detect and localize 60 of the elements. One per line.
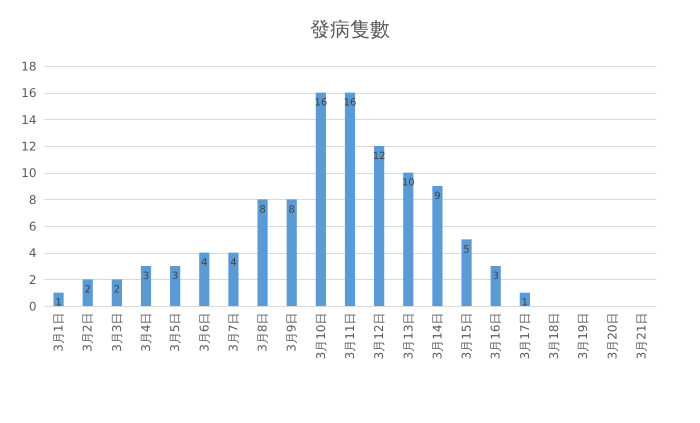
bar <box>344 92 356 306</box>
x-tick-label: 3月19日 <box>576 312 590 360</box>
x-tick-label: 3月4日 <box>139 312 153 352</box>
data-label: 1 <box>522 298 528 309</box>
data-label: 4 <box>230 258 237 269</box>
x-tick-label: 3月10日 <box>314 312 328 360</box>
bar <box>403 172 414 306</box>
data-label: 3 <box>172 271 178 282</box>
bar <box>82 279 93 306</box>
data-label: 2 <box>114 284 120 296</box>
y-tick-label: 0 <box>28 300 36 314</box>
bar <box>257 199 268 306</box>
bar <box>228 252 239 306</box>
data-label: 3 <box>142 271 150 282</box>
bar <box>140 266 152 306</box>
data-label: 8 <box>259 204 266 216</box>
y-tick-label: 16 <box>21 86 36 100</box>
x-tick-label: 3月14日 <box>430 312 444 360</box>
x-tick-label: 3月21日 <box>634 312 648 360</box>
x-tick-label: 3月16日 <box>488 312 503 360</box>
bar <box>286 199 297 306</box>
y-tick-label: 12 <box>21 140 36 154</box>
x-tick-label: 3月9日 <box>284 312 299 352</box>
y-tick-label: 4 <box>28 246 36 260</box>
bar <box>374 146 384 306</box>
bar <box>432 186 443 306</box>
x-tick-label: 3月6日 <box>197 312 212 352</box>
x-tick-label: 3月17日 <box>518 312 532 360</box>
data-label: 5 <box>463 244 470 256</box>
data-label: 2 <box>84 284 91 296</box>
x-tick-label: 3月1日 <box>52 312 66 352</box>
bar <box>112 279 122 306</box>
bar <box>316 92 326 306</box>
data-label: 4 <box>201 258 208 269</box>
x-tick-label: 3月18日 <box>547 312 561 360</box>
y-tick-label: 10 <box>21 166 36 180</box>
bar <box>490 266 501 306</box>
y-tick-label: 6 <box>28 220 36 234</box>
y-tick-label: 14 <box>21 112 36 127</box>
bar <box>170 266 180 306</box>
x-tick-label: 3月2日 <box>80 312 95 352</box>
bar <box>461 239 472 306</box>
bar <box>199 252 210 306</box>
data-label: 8 <box>288 204 295 216</box>
y-tick-label: 2 <box>28 272 36 287</box>
y-tick-label: 8 <box>28 192 36 207</box>
x-tick-label: 3月20日 <box>605 312 620 360</box>
x-tick-label: 3月3日 <box>110 312 124 352</box>
x-tick-label: 3月7日 <box>226 312 240 352</box>
x-tick-label: 3月12日 <box>372 312 386 360</box>
y-tick-label: 18 <box>21 60 36 74</box>
x-tick-label: 3月15日 <box>460 312 474 360</box>
data-label: 3 <box>492 271 499 282</box>
x-tick-label: 3月5日 <box>168 312 182 352</box>
x-tick-label: 3月8日 <box>256 312 270 352</box>
data-label: 9 <box>434 191 441 202</box>
x-tick-label: 3月13日 <box>401 312 416 360</box>
data-label: 1 <box>55 298 62 309</box>
chart-title: 發病隻數 <box>310 17 390 41</box>
x-tick-label: 3月11日 <box>343 312 357 360</box>
